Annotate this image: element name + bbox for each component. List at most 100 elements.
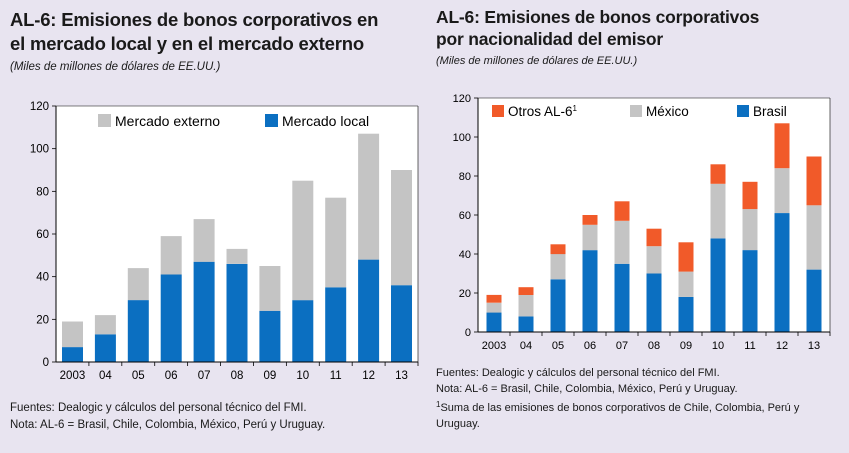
x-tick-label: 12 bbox=[776, 340, 788, 352]
bar-segment bbox=[742, 250, 758, 332]
x-tick-label: 10 bbox=[296, 370, 309, 382]
bar-segment bbox=[582, 250, 598, 332]
title-line-1: AL-6: Emisiones de bonos corporativos en bbox=[10, 9, 379, 30]
bar-segment bbox=[259, 266, 281, 311]
legend-label: Brasil bbox=[753, 104, 787, 119]
y-tick-label: 20 bbox=[36, 314, 49, 326]
chart-subtitle: (Miles de millones de dólares de EE.UU.) bbox=[436, 55, 638, 67]
bar-segment bbox=[391, 170, 412, 286]
chart-panel-right: AL-6: Emisiones de bonos corporativos po… bbox=[428, 0, 849, 453]
bar-segment bbox=[582, 215, 598, 225]
y-tick-label: 40 bbox=[459, 249, 471, 261]
y-tick-label: 60 bbox=[459, 210, 471, 222]
bar-segment bbox=[193, 219, 215, 262]
bar-segment bbox=[646, 246, 662, 274]
legend-label: Otros AL-61 bbox=[508, 104, 578, 119]
bar-segment bbox=[292, 300, 314, 362]
x-tick-label: 2003 bbox=[60, 370, 86, 382]
bar-segment bbox=[358, 133, 380, 260]
bar-segment bbox=[710, 183, 726, 239]
bar-segment bbox=[582, 224, 598, 251]
bar-segment bbox=[742, 209, 758, 251]
bar-segment bbox=[325, 197, 347, 288]
bar-segment bbox=[226, 248, 248, 264]
bar-segment bbox=[94, 315, 116, 335]
bar-segment bbox=[678, 271, 694, 297]
y-tick-label: 0 bbox=[43, 357, 49, 369]
x-tick-label: 05 bbox=[132, 370, 145, 382]
bar-segment bbox=[160, 274, 182, 362]
bar-segment bbox=[678, 242, 694, 272]
chart-subtitle: (Miles de millones de dólares de EE.UU.) bbox=[10, 61, 221, 73]
x-tick-label: 10 bbox=[712, 340, 724, 352]
bar-segment bbox=[325, 287, 347, 362]
bar-segment bbox=[518, 316, 534, 332]
y-tick-label: 60 bbox=[36, 229, 49, 241]
y-tick-label: 0 bbox=[465, 327, 471, 339]
x-tick-label: 09 bbox=[680, 340, 692, 352]
bar-segment bbox=[486, 294, 502, 303]
bar-segment bbox=[127, 300, 149, 362]
x-tick-label: 13 bbox=[808, 340, 820, 352]
chart-notes: Fuentes: Dealogic y cálculos del persona… bbox=[10, 400, 420, 434]
bar-chart-by-nationality: 2003 04 05 06 07 08 09 10 11 12 13 0 20 40 60 80 100 120 O… bbox=[453, 93, 831, 352]
x-tick-label: 12 bbox=[362, 370, 375, 382]
x-tick-label: 13 bbox=[395, 370, 408, 382]
y-tick-label: 20 bbox=[459, 288, 471, 300]
footnote-mark: 1 bbox=[436, 400, 441, 409]
bar-segment bbox=[646, 273, 662, 332]
bar-segment bbox=[806, 269, 822, 332]
bar-segment bbox=[678, 296, 694, 332]
x-tick-label: 04 bbox=[520, 340, 532, 352]
definition-note: Nota: AL-6 = Brasil, Chile, Colombia, Mé… bbox=[436, 383, 738, 395]
title-line-1: AL-6: Emisiones de bonos corporativos bbox=[436, 7, 760, 27]
footnote: 1Suma de las emisiones de bonos corporat… bbox=[436, 397, 846, 432]
legend-swatch bbox=[737, 105, 749, 117]
bar-segment bbox=[518, 287, 534, 295]
legend-footnote-mark: 1 bbox=[573, 104, 578, 113]
definition-note: Nota: AL-6 = Brasil, Chile, Colombia, Mé… bbox=[10, 419, 326, 431]
bar-segment bbox=[614, 220, 630, 264]
sources-note: Fuentes: Dealogic y cálculos del persona… bbox=[10, 402, 307, 414]
bar-segment bbox=[806, 156, 822, 206]
x-tick-label: 07 bbox=[198, 370, 211, 382]
x-tick-label: 2003 bbox=[482, 340, 506, 352]
bar-segment bbox=[226, 263, 248, 362]
chart-title: AL-6: Emisiones de bonos corporativos po… bbox=[436, 6, 846, 50]
x-tick-label: 06 bbox=[165, 370, 178, 382]
y-tick-label: 100 bbox=[30, 144, 49, 156]
y-tick-label: 100 bbox=[453, 132, 471, 144]
bar-segment bbox=[127, 268, 149, 301]
x-tick-label: 07 bbox=[616, 340, 628, 352]
bar-segment bbox=[646, 228, 662, 247]
y-tick-label: 120 bbox=[30, 101, 49, 113]
legend-swatch bbox=[492, 105, 504, 117]
chart-panel-left: AL-6: Emisiones de bonos corporativos en… bbox=[0, 0, 424, 453]
bar-segment bbox=[292, 180, 314, 301]
bar-segment bbox=[774, 123, 790, 169]
bar-segment bbox=[259, 310, 281, 362]
x-tick-label: 09 bbox=[264, 370, 277, 382]
legend-label: Mercado externo bbox=[115, 113, 220, 129]
bar-segment bbox=[193, 261, 215, 362]
footnote-text: Suma de las emisiones de bonos corporati… bbox=[436, 402, 800, 430]
bar-segment bbox=[358, 259, 380, 362]
y-tick-label: 80 bbox=[459, 171, 471, 183]
bar-segment bbox=[550, 254, 566, 280]
bar-segment bbox=[518, 294, 534, 317]
x-tick-label: 08 bbox=[231, 370, 244, 382]
x-tick-label: 06 bbox=[584, 340, 596, 352]
legend-swatch bbox=[630, 105, 642, 117]
bar-segment bbox=[160, 236, 182, 275]
chart-notes: Fuentes: Dealogic y cálculos del persona… bbox=[436, 365, 846, 432]
bar-segment bbox=[486, 302, 502, 313]
legend-label: Mercado local bbox=[282, 113, 369, 129]
bar-segment bbox=[62, 321, 83, 348]
title-line-2: el mercado local y en el mercado externo bbox=[10, 33, 364, 54]
bar-segment bbox=[94, 334, 116, 362]
sources-note: Fuentes: Dealogic y cálculos del persona… bbox=[436, 367, 720, 379]
bar-chart-local-vs-external: 2003 04 05 06 07 08 09 10 11 12 13 0 20 40 60 80 100 120 M… bbox=[30, 101, 419, 382]
bar-segment bbox=[710, 238, 726, 332]
bar-segment bbox=[550, 279, 566, 332]
x-tick-label: 05 bbox=[552, 340, 564, 352]
